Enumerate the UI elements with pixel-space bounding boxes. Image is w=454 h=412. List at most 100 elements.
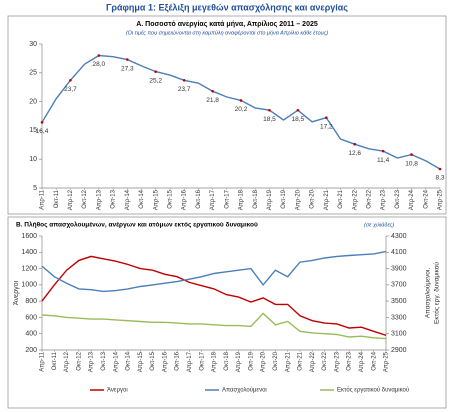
- data-label: 23,7: [178, 86, 191, 93]
- x-tick-label: Απρ-19: [267, 189, 273, 210]
- x-tick-label: Οκτ-13: [101, 351, 107, 370]
- x-tick-label: Απρ-11: [40, 189, 46, 209]
- y2-tick-label: 4300: [391, 233, 407, 240]
- x-tick-label: Απρ-19: [236, 351, 242, 372]
- x-tick-label: Οκτ-21: [298, 351, 304, 370]
- x-tick-label: Οκτ-23: [395, 189, 401, 208]
- y-tick-label: 1200: [21, 265, 37, 272]
- y2-tick-label: 4100: [391, 249, 407, 256]
- y-axis-label: Άνεργοι: [13, 281, 20, 306]
- x-tick-label: Οκτ-23: [347, 351, 353, 370]
- data-label: 8,3: [435, 175, 444, 182]
- data-label: 23,7: [64, 86, 77, 93]
- x-tick-label: Οκτ-20: [310, 189, 316, 208]
- line: [41, 255, 387, 336]
- data-label: 21,8: [206, 97, 219, 104]
- x-tick-label: Οκτ-18: [253, 189, 259, 208]
- y2-tick-label: 3900: [391, 265, 407, 272]
- x-tick-label: Απρ-25: [384, 351, 390, 372]
- point: [353, 142, 357, 146]
- data-label: 16,4: [36, 128, 49, 135]
- y2-tick-label: 2900: [391, 347, 407, 354]
- legend-label: Άνεργοι: [107, 388, 128, 394]
- chart-subtitle: (Οι τιμές που σημειώνονται στη καμπύλη α…: [126, 29, 329, 36]
- y-tick-label: 30: [29, 41, 37, 48]
- point: [40, 121, 44, 124]
- point: [438, 167, 442, 171]
- x-tick-label: Απρ-14: [125, 189, 131, 210]
- x-tick-label: Οκτ-20: [273, 351, 279, 370]
- x-tick-label: Οκτ-22: [322, 351, 328, 370]
- data-label: 17,2: [320, 123, 333, 130]
- x-tick-label: Απρ-17: [187, 351, 193, 372]
- point: [239, 99, 243, 102]
- x-tick-label: Απρ-24: [409, 189, 415, 210]
- x-tick-label: Απρ-12: [68, 189, 74, 210]
- x-tick-label: Απρ-21: [285, 351, 291, 372]
- x-tick-label: Απρ-11: [40, 351, 46, 371]
- chart-title: Α. Ποσοστό ανεργίας κατά μήνα, Απρίλιος …: [136, 20, 318, 28]
- x-tick-label: Οκτ-14: [126, 351, 132, 370]
- x-tick-label: Οκτ-17: [224, 189, 230, 208]
- x-tick-label: Απρ-12: [64, 351, 70, 372]
- x-tick-label: Οκτ-14: [139, 189, 145, 208]
- x-tick-label: Απρ-18: [239, 189, 245, 210]
- data-label: 10,8: [405, 160, 418, 167]
- x-tick-label: Οκτ-17: [199, 351, 205, 370]
- point: [381, 149, 385, 153]
- data-label: 28,0: [93, 61, 106, 68]
- y-tick-label: 5: [33, 185, 37, 192]
- point: [324, 116, 328, 120]
- point: [211, 89, 214, 93]
- data-label: 27,3: [121, 65, 134, 72]
- data-label: 18,5: [263, 116, 276, 123]
- x-tick-label: Απρ-16: [162, 351, 168, 372]
- point: [154, 70, 158, 73]
- y2-axis-label: Απασχολούμενοι,: [424, 268, 432, 318]
- x-tick-label: Οκτ-12: [76, 351, 82, 370]
- x-tick-label: Οκτ-24: [371, 351, 377, 370]
- x-tick-label: Οκτ-15: [150, 351, 156, 370]
- point: [268, 108, 271, 112]
- x-tick-label: Απρ-22: [310, 351, 316, 372]
- x-tick-label: Οκτ-21: [338, 189, 344, 208]
- data-label: 25,2: [149, 77, 162, 84]
- y-tick-label: 1000: [21, 282, 37, 289]
- page-title: Γράφημα 1: Εξέλιξη μεγεθών απασχόλησης κ…: [106, 2, 348, 12]
- x-tick-label: Οκτ-12: [82, 189, 88, 208]
- point: [125, 58, 129, 61]
- y-tick-label: 200: [25, 347, 37, 354]
- x-tick-label: Απρ-23: [334, 351, 340, 372]
- line: [41, 312, 387, 340]
- x-tick-label: Οκτ-11: [52, 351, 58, 370]
- x-tick-label: Οκτ-16: [175, 351, 181, 370]
- x-tick-label: Απρ-13: [89, 351, 95, 372]
- x-tick-label: Οκτ-15: [168, 189, 174, 208]
- point: [69, 78, 72, 82]
- y-tick-label: 600: [25, 314, 37, 321]
- x-tick-label: Απρ-23: [381, 189, 387, 210]
- x-tick-label: Οκτ-11: [54, 189, 60, 208]
- y-tick-label: 1400: [21, 249, 37, 256]
- data-label: 11,4: [377, 157, 390, 164]
- y-tick-label: 10: [29, 156, 37, 163]
- x-tick-label: Οκτ-16: [196, 189, 202, 208]
- line: [41, 250, 387, 293]
- x-tick-label: Απρ-17: [210, 189, 216, 210]
- x-tick-label: Απρ-22: [352, 189, 358, 210]
- frame-b: [7, 216, 447, 409]
- y2-tick-label: 3300: [391, 314, 407, 321]
- y2-tick-label: 3100: [391, 331, 407, 338]
- x-tick-label: Απρ-15: [138, 351, 144, 372]
- y-tick-label: 800: [25, 298, 37, 305]
- y-tick-label: 20: [29, 98, 37, 105]
- x-tick-label: Απρ-18: [212, 351, 218, 372]
- x-tick-label: Απρ-13: [96, 189, 102, 210]
- x-tick-label: Οκτ-22: [367, 189, 373, 208]
- y-tick-label: 1600: [21, 233, 37, 240]
- y2-tick-label: 3500: [391, 298, 407, 305]
- legend-label: Εκτός εργατικού δυναμικού: [337, 387, 409, 394]
- x-tick-label: Οκτ-13: [111, 189, 117, 208]
- y2-axis-label: Εκτός εργ. δυναμικού: [433, 262, 441, 324]
